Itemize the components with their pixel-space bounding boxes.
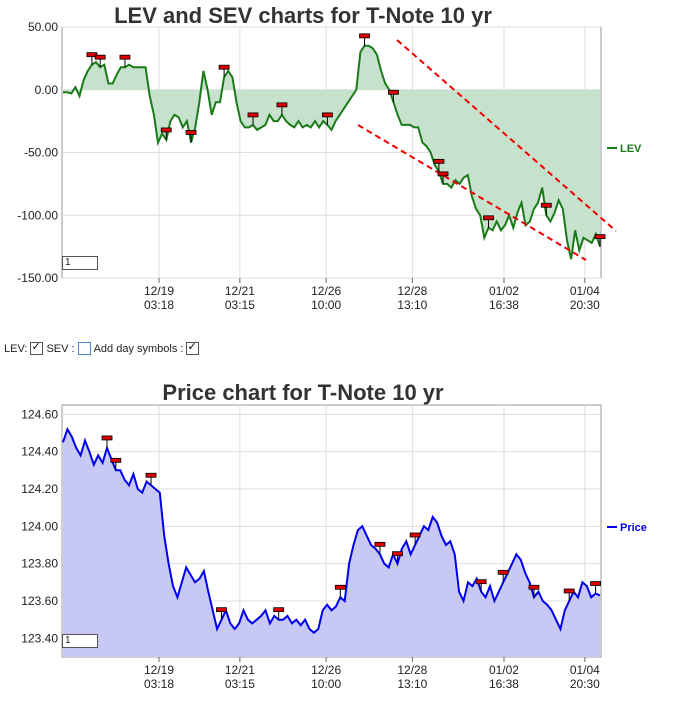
- day-marker-flag: [409, 532, 421, 538]
- lev-markers: [86, 33, 606, 247]
- series-toggle-bar: LEV: SEV : Add day symbols :: [4, 340, 200, 355]
- day-marker-flag: [497, 569, 509, 575]
- day-marker-flag: [392, 551, 403, 557]
- x-tick-date: 01/04: [570, 284, 600, 298]
- day-marker-flag: [334, 584, 346, 590]
- day-marker-flag: [437, 171, 449, 177]
- x-tick-time: 03:18: [144, 298, 174, 312]
- lev-chart-title: LEV and SEV charts for T-Note 10 yr: [114, 3, 492, 28]
- lev-legend-label: LEV: [620, 143, 642, 155]
- x-tick-time: 16:38: [489, 677, 519, 691]
- day-marker-flag: [276, 102, 288, 108]
- lev-checkbox[interactable]: [30, 340, 44, 355]
- day-marker-flag: [359, 33, 370, 39]
- price-area-fill: [63, 429, 600, 657]
- x-tick-date: 01/02: [489, 663, 519, 677]
- day-symbols-label: Add day symbols :: [93, 342, 184, 355]
- price-zoom-input[interactable]: 1: [62, 634, 98, 648]
- day-marker-flag: [540, 202, 552, 208]
- x-tick-date: 12/28: [397, 284, 427, 298]
- x-tick-date: 12/21: [225, 663, 255, 677]
- day-symbols-checkbox[interactable]: [186, 340, 200, 355]
- x-tick-time: 03:15: [225, 677, 255, 691]
- day-marker-flag: [433, 158, 445, 164]
- day-marker-flag: [119, 54, 131, 60]
- day-marker-flag: [94, 54, 106, 60]
- y-tick-label: 123.60: [21, 594, 58, 608]
- y-tick-label: 124.60: [21, 407, 58, 421]
- x-tick-date: 12/26: [311, 284, 341, 298]
- day-marker-flag: [160, 127, 172, 133]
- price-markers: [101, 435, 601, 620]
- day-marker-flag: [594, 234, 606, 240]
- lower-trend-line: [357, 124, 587, 261]
- lev-zoom-input[interactable]: 1: [62, 256, 98, 270]
- x-tick-time: 10:00: [311, 298, 341, 312]
- upper-trend-line: [396, 39, 617, 232]
- x-tick-date: 01/04: [570, 663, 600, 677]
- x-tick-time: 20:30: [570, 677, 600, 691]
- day-marker-flag: [110, 457, 122, 463]
- x-tick-time: 10:00: [311, 677, 341, 691]
- price-y-axis: 124.60 124.40 124.20 124.00 123.80 123.60 123.…: [21, 407, 58, 645]
- day-marker-flag: [374, 541, 386, 547]
- day-marker-flag: [216, 607, 227, 613]
- day-marker-flag: [101, 435, 113, 441]
- lev-toggle-label: LEV:: [4, 342, 28, 355]
- sev-checkbox[interactable]: [77, 342, 91, 355]
- lev-series-line: [63, 44, 601, 260]
- day-marker-flag: [528, 584, 540, 590]
- x-tick-time: 13:10: [397, 298, 427, 312]
- x-tick-date: 12/19: [144, 284, 174, 298]
- x-tick-date: 12/21: [225, 284, 255, 298]
- day-marker-flag: [218, 64, 230, 70]
- x-tick-time: 13:10: [397, 677, 427, 691]
- price-series-line: [62, 426, 601, 635]
- y-tick-label: 123.80: [21, 557, 58, 571]
- y-tick-label: -50.00: [24, 146, 58, 160]
- x-tick-time: 16:38: [489, 298, 519, 312]
- day-marker-flag: [185, 130, 197, 135]
- x-tick-date: 12/19: [144, 663, 174, 677]
- y-tick-label: 123.40: [21, 631, 58, 645]
- x-tick-date: 12/26: [311, 663, 341, 677]
- x-tick-time: 03:18: [144, 677, 174, 691]
- y-tick-label: 124.00: [21, 519, 58, 533]
- day-marker-flag: [273, 607, 285, 613]
- day-marker-flag: [590, 581, 601, 586]
- y-tick-label: 124.20: [21, 482, 58, 496]
- day-marker-flag: [563, 588, 575, 594]
- x-tick-date: 12/28: [397, 663, 427, 677]
- x-tick-time: 03:15: [225, 298, 255, 312]
- day-marker-flag: [145, 472, 157, 478]
- y-tick-label: 124.40: [21, 445, 58, 459]
- lev-y-axis: 50.00 0.00 -50.00 -100.00 -150.00: [17, 20, 58, 285]
- day-marker-flag: [86, 52, 98, 58]
- day-marker-flag: [247, 112, 259, 118]
- x-tick-date: 01/02: [489, 284, 519, 298]
- y-tick-label: -150.00: [17, 271, 58, 285]
- day-marker-flag: [321, 112, 333, 118]
- y-tick-label: -100.00: [17, 208, 58, 222]
- day-marker-flag: [475, 579, 487, 585]
- y-tick-label: 50.00: [28, 20, 58, 34]
- price-legend-label: Price: [620, 522, 647, 534]
- sev-toggle-label: SEV :: [46, 342, 75, 355]
- day-marker-flag: [483, 215, 494, 221]
- price-chart-title: Price chart for T-Note 10 yr: [162, 380, 444, 405]
- x-tick-time: 20:30: [570, 298, 600, 312]
- y-tick-label: 0.00: [35, 83, 59, 97]
- day-marker-flag: [388, 89, 399, 95]
